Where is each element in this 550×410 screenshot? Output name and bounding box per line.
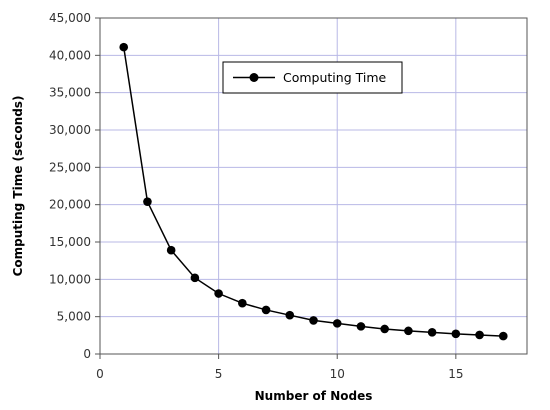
x-tick-label: 5 [215,367,223,381]
data-point [214,289,223,298]
data-point [451,329,461,339]
data-point [261,305,271,315]
data-point [380,324,389,334]
y-tick-label: 5,000 [57,310,91,324]
y-tick-label: 10,000 [49,272,91,286]
y-tick-label: 25,000 [49,160,91,174]
y-tick-label: 20,000 [49,198,91,212]
x-tick-label: 15 [448,367,463,381]
y-tick-label: 35,000 [49,86,91,100]
series-group [119,42,508,341]
data-point [427,328,437,337]
data-point [166,245,176,255]
data-point [119,42,129,52]
y-axis-label: Computing Time (seconds) [11,96,25,277]
y-tick-label: 30,000 [49,123,91,137]
legend-point-marker [249,73,259,82]
data-point [404,326,413,336]
data-point [190,273,200,283]
data-point [332,319,342,328]
data-point [356,322,366,331]
y-tick-label: 0 [83,347,91,361]
legend: Computing Time [222,61,403,94]
x-tick-label: 10 [330,367,345,381]
x-tick-label: 0 [96,367,104,381]
x-axis: 0 5 10 15 [96,354,463,381]
y-axis: 0 5,000 10,000 15,000 20,000 25,000 30,000 35,0… [49,11,100,361]
y-tick-label: 45,000 [49,11,91,25]
data-point [143,197,152,206]
y-tick-label: 40,000 [49,48,91,62]
data-point [285,310,295,320]
data-point [309,316,318,325]
y-tick-label: 15,000 [49,235,91,249]
data-point [238,298,247,308]
legend-label: Computing Time [283,70,387,85]
data-point [498,331,508,341]
x-axis-label: Number of Nodes [255,389,373,403]
plot-frame [99,17,528,355]
data-point [475,330,484,340]
